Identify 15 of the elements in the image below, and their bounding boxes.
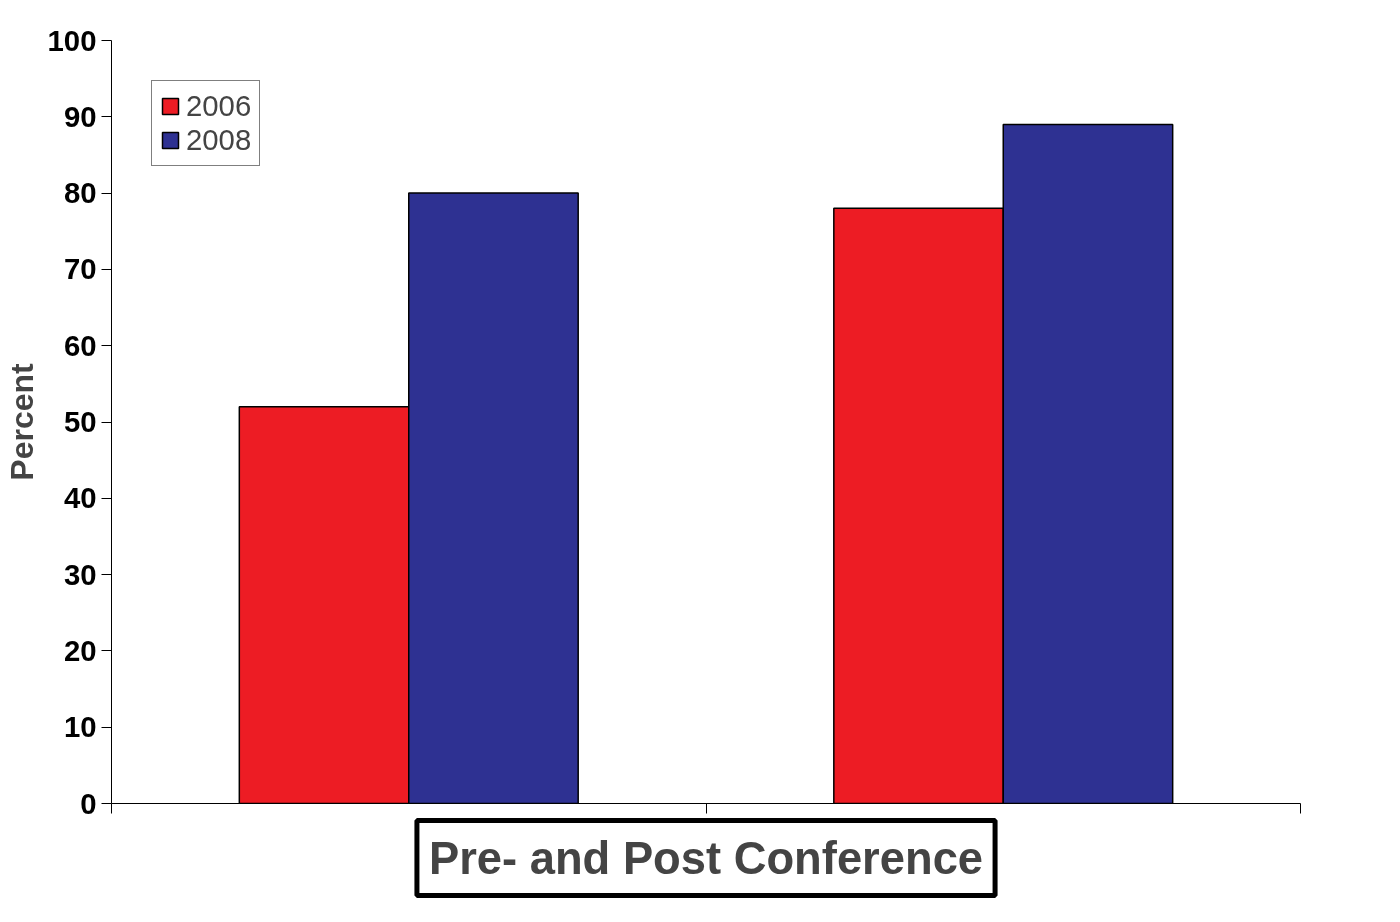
y-tick-label: 30: [63, 557, 97, 591]
x-axis-title: Pre- and Post Conference: [428, 832, 984, 884]
y-tick-label: 80: [63, 176, 97, 210]
y-axis-title: Percent: [3, 362, 40, 481]
y-tick-label: 0: [80, 786, 97, 820]
y-tick-label: 50: [63, 405, 97, 438]
legend-label: 2008: [186, 123, 252, 157]
y-tick-label: 90: [63, 99, 97, 133]
y-tick-label: 10: [63, 710, 97, 744]
y-tick-label: 70: [63, 252, 97, 286]
y-tick-label: 100: [47, 23, 97, 57]
y-tick-label: 60: [63, 328, 97, 362]
y-tick-label: 40: [63, 481, 97, 515]
y-tick-label: 20: [63, 633, 97, 667]
legend-label: 2006: [186, 89, 252, 123]
